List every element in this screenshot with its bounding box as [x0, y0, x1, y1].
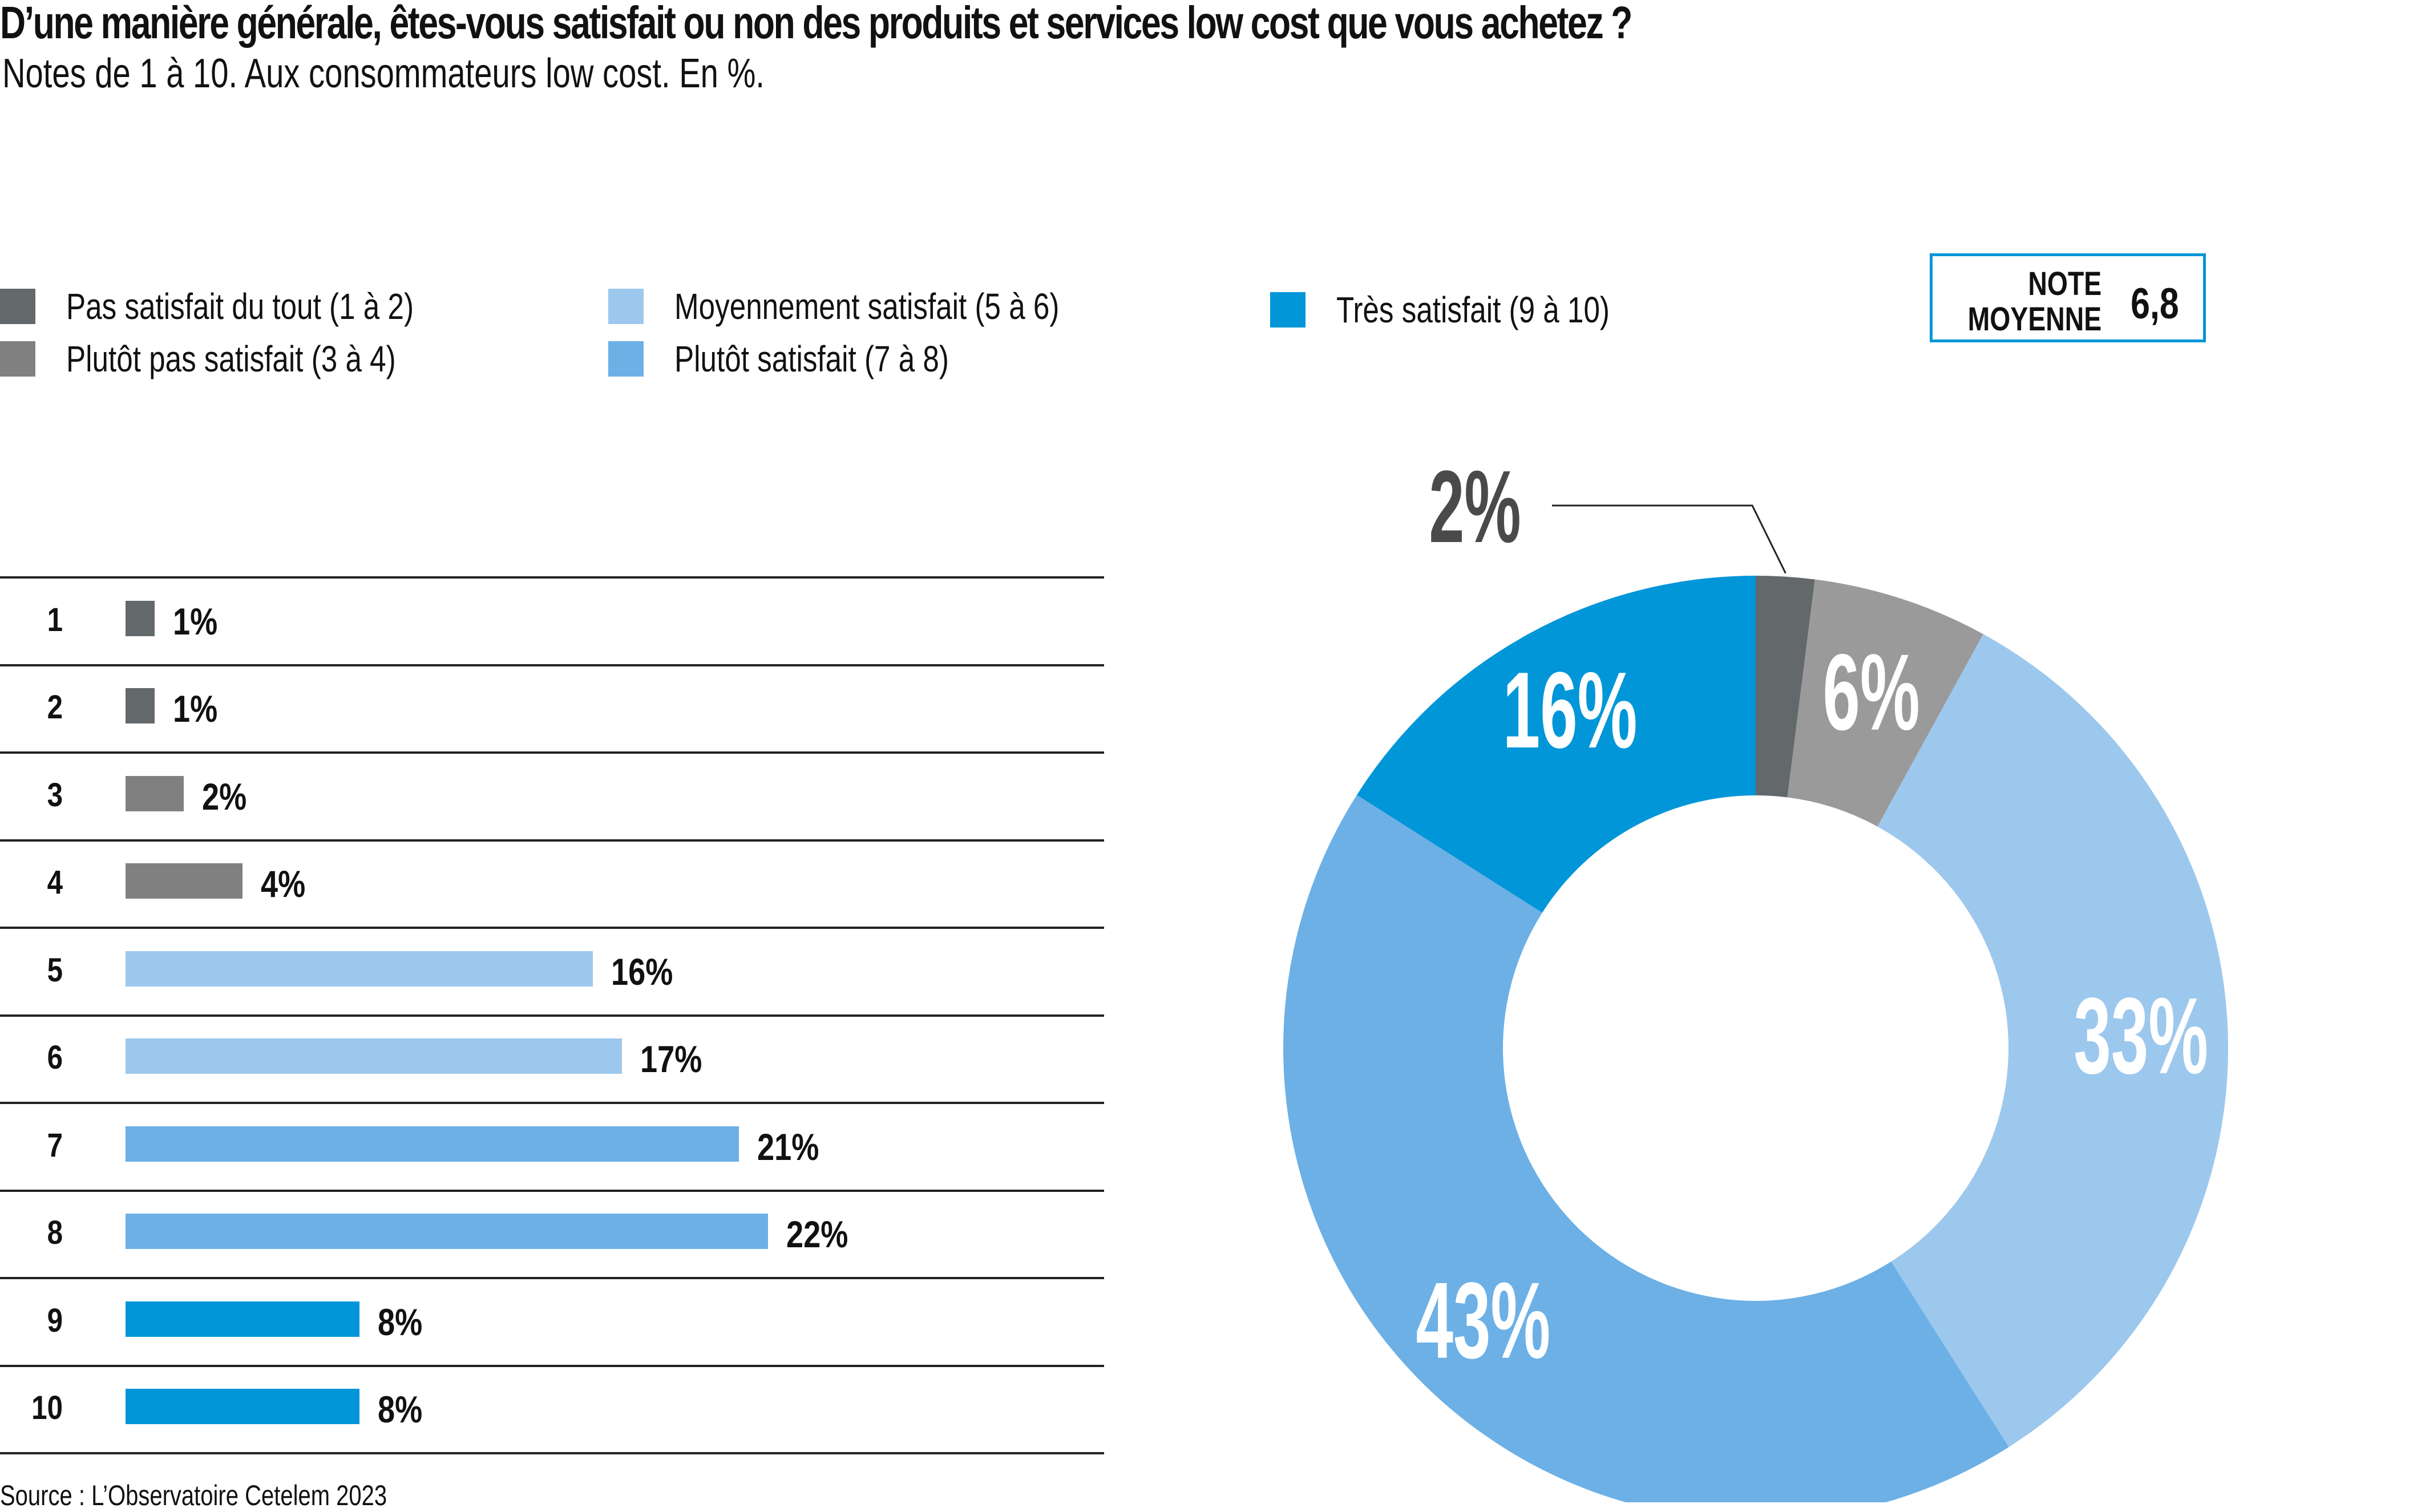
legend-item-tres-satisfait: Très satisfait (9 à 10): [1270, 289, 1678, 331]
bar-value-label: 8%: [377, 1300, 422, 1343]
average-score-label-line1: NOTE: [2028, 265, 2101, 302]
row-divider: [0, 576, 1104, 579]
legend-swatch: [608, 289, 644, 324]
bar-category-label: 4: [47, 864, 63, 901]
average-score-label-line2: MOYENNE: [1967, 301, 2101, 338]
bar-value-label: 17%: [640, 1038, 702, 1081]
row-divider: [0, 664, 1104, 666]
bar-value-label: 8%: [377, 1388, 422, 1431]
row-divider: [0, 839, 1104, 842]
legend-swatch: [608, 341, 644, 377]
bar: [126, 1126, 739, 1162]
donut-slice: [1877, 634, 2228, 1448]
row-divider: [0, 1364, 1104, 1367]
bar-category-label: 9: [47, 1301, 63, 1339]
bar: [126, 775, 184, 811]
chart-title: D’une manière générale, êtes-vous satisf…: [0, 0, 1632, 48]
legend-label: Moyennement satisfait (5 à 6): [674, 286, 1060, 327]
row-divider: [0, 1102, 1104, 1104]
bar-category-label: 1: [47, 601, 63, 638]
donut-slice: [1756, 576, 1815, 798]
bar-value-label: 1%: [173, 688, 218, 730]
bar: [126, 688, 155, 724]
legend-label: Plutôt pas satisfait (3 à 4): [66, 338, 396, 379]
row-divider: [0, 927, 1104, 929]
average-score-label: NOTE MOYENNE: [1967, 266, 2101, 337]
bar-value-label: 22%: [786, 1213, 848, 1256]
donut-value-label: 43%: [1416, 1260, 1550, 1381]
bar-category-label: 3: [47, 776, 63, 814]
legend-item-pas-satisfait: Pas satisfait du tout (1 à 2): [0, 285, 500, 328]
donut-slice: [1283, 795, 2009, 1502]
chart-subtitle: Notes de 1 à 10. Aux consommateurs low c…: [2, 51, 765, 96]
average-score-value: 6,8: [2131, 280, 2179, 328]
bar: [126, 863, 242, 899]
row-divider: [0, 1277, 1104, 1279]
bar-category-label: 10: [31, 1389, 63, 1427]
bar: [126, 1214, 769, 1250]
donut-value-label: 2%: [1429, 449, 1521, 564]
legend-label: Pas satisfait du tout (1 à 2): [66, 286, 414, 327]
bar-value-label: 4%: [260, 863, 306, 905]
donut-slice: [1356, 575, 1756, 913]
legend-swatch: [0, 289, 35, 324]
bar-category-label: 2: [47, 689, 63, 726]
row-divider: [0, 1452, 1104, 1454]
legend-label: Très satisfait (9 à 10): [1336, 289, 1610, 330]
legend-item-moyennement-satisfait: Moyennement satisfait (5 à 6): [608, 285, 1155, 328]
bar-category-label: 5: [47, 951, 63, 989]
donut-slice: [1787, 579, 1983, 827]
legend-label: Plutôt satisfait (7 à 8): [674, 338, 949, 379]
bar-value-label: 1%: [173, 600, 218, 642]
legend-item-plutot-satisfait: Plutôt satisfait (7 à 8): [608, 338, 1017, 380]
source-note: Source : L’Observatoire Cetelem 2023: [0, 1479, 387, 1511]
average-score-box: NOTE MOYENNE 6,8: [1930, 253, 2206, 342]
legend-swatch: [0, 341, 35, 377]
bar: [126, 1038, 623, 1074]
bar-value-label: 16%: [611, 950, 673, 993]
bar: [126, 1301, 359, 1337]
bar-category-label: 8: [47, 1214, 63, 1252]
donut-value-label: 16%: [1503, 650, 1638, 771]
bar: [126, 951, 593, 987]
legend-swatch: [1270, 292, 1306, 328]
legend-item-plutot-pas-satisfait: Plutôt pas satisfait (3 à 4): [0, 338, 478, 380]
bar-category-label: 7: [47, 1126, 63, 1164]
bar-category-label: 6: [47, 1039, 63, 1077]
row-divider: [0, 751, 1104, 754]
bar: [126, 1389, 359, 1425]
bar-value-label: 2%: [202, 775, 247, 818]
callout-leader-line: [1552, 504, 1787, 574]
donut-value-label: 33%: [2074, 976, 2208, 1097]
row-divider: [0, 1189, 1104, 1192]
bar-value-label: 21%: [757, 1125, 819, 1168]
bar: [126, 600, 155, 636]
donut-value-label: 6%: [1822, 632, 1919, 753]
row-divider: [0, 1014, 1104, 1017]
